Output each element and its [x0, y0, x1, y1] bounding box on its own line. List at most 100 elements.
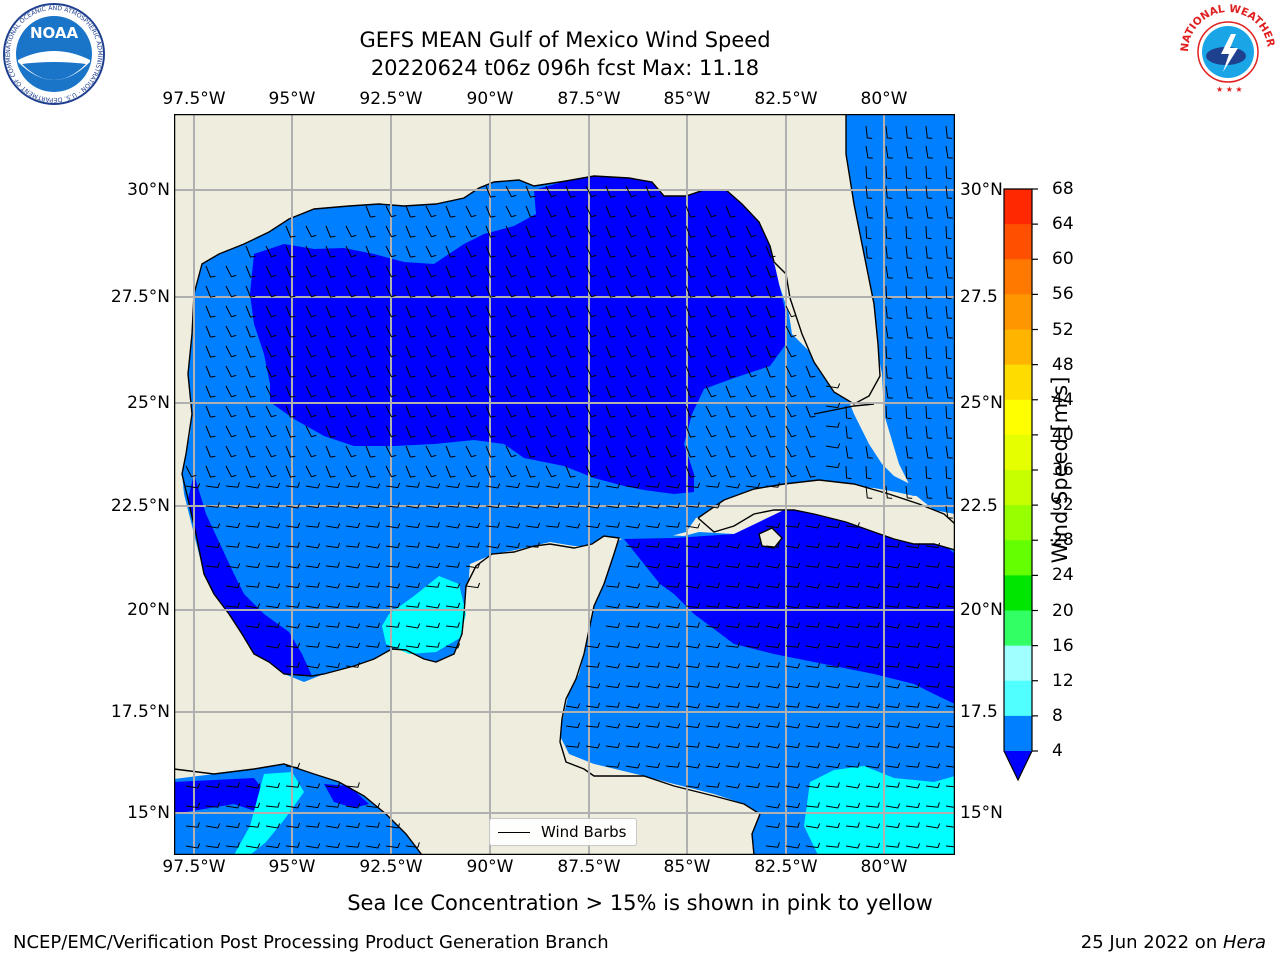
- wind-barb: [385, 602, 401, 609]
- wind-barb: [905, 822, 920, 828]
- wind-barb: [725, 603, 741, 609]
- wind-barb: [305, 802, 321, 809]
- wind-barb: [405, 225, 416, 238]
- wind-barb: [225, 265, 237, 278]
- wind-barb: [825, 782, 840, 788]
- wind-barb: [945, 205, 953, 219]
- wind-barb: [785, 305, 797, 318]
- wind-barb: [385, 345, 397, 358]
- wind-barb: [425, 365, 437, 378]
- wind-barb: [265, 602, 281, 609]
- wind-barb: [925, 265, 933, 279]
- wind-barb: [685, 425, 696, 438]
- wind-barb: [325, 802, 340, 808]
- wind-barb: [885, 305, 893, 319]
- wind-barb: [745, 763, 761, 769]
- wind-barb: [605, 205, 616, 218]
- wind-barb: [725, 245, 736, 258]
- wind-barb: [225, 803, 241, 809]
- wind-barb: [665, 682, 681, 689]
- lat-label-left: 17.5°N: [110, 702, 170, 722]
- wind-barb: [905, 742, 921, 749]
- wind-barb: [185, 843, 201, 849]
- wind-barb: [525, 325, 536, 338]
- wind-barb: [905, 345, 912, 360]
- wind-barb: [885, 225, 892, 240]
- wind-barb: [465, 445, 477, 458]
- wind-barb: [365, 285, 376, 298]
- wind-barb: [305, 622, 321, 629]
- wind-barb: [445, 405, 456, 418]
- wind-barb: [205, 502, 220, 508]
- wind-barb: [705, 782, 720, 788]
- wind-barb: [205, 542, 221, 549]
- wind-barb: [185, 822, 200, 828]
- wind-barb: [625, 643, 641, 649]
- wind-barb: [625, 523, 641, 529]
- wind-barb: [385, 405, 397, 418]
- wind-barb: [845, 405, 852, 420]
- wind-barb: [785, 843, 801, 849]
- wind-barb: [885, 623, 901, 629]
- colorbar-tick-label: 16: [1052, 635, 1074, 656]
- wind-barb: [185, 465, 197, 478]
- wind-barb: [765, 642, 781, 649]
- wind-barb: [265, 802, 280, 808]
- wind-barb: [725, 682, 741, 689]
- wind-barb: [425, 562, 441, 569]
- wind-barb: [505, 365, 517, 378]
- wind-barb: [365, 245, 376, 258]
- wind-barb: [925, 742, 940, 748]
- wind-barb: [745, 445, 757, 458]
- lat-label-left: 25°N: [127, 393, 170, 413]
- wind-barb: [685, 405, 696, 418]
- wind-barb: [925, 185, 933, 199]
- wind-barb: [425, 225, 437, 238]
- wind-barb: [285, 285, 296, 298]
- wind-barb: [705, 503, 721, 509]
- wind-barb: [545, 365, 557, 378]
- wind-barb: [805, 465, 816, 478]
- wind-barb: [525, 465, 536, 478]
- wind-barb: [325, 823, 341, 829]
- wind-barb: [285, 662, 300, 668]
- wind-barb: [265, 245, 277, 258]
- wind-barb: [725, 285, 736, 298]
- wind-barb: [425, 265, 437, 278]
- wind-barb: [745, 365, 757, 378]
- wind-barb: [205, 385, 216, 398]
- wind-barb: [605, 483, 621, 489]
- wind-barb: [585, 205, 597, 218]
- wind-barb: [285, 345, 296, 358]
- colorbar-segment: [1004, 610, 1032, 647]
- wind-barb: [365, 385, 376, 398]
- wind-barb: [285, 405, 296, 418]
- wind-barb: [285, 542, 300, 548]
- wind-barb: [305, 305, 317, 318]
- wind-barb: [945, 565, 955, 569]
- wind-barb: [905, 802, 921, 809]
- wind-barb: [325, 583, 341, 589]
- wind-barb: [465, 582, 481, 589]
- wind-barb: [745, 425, 757, 438]
- wind-barb: [745, 482, 761, 489]
- wind-barb: [265, 542, 281, 549]
- wind-barb: [545, 345, 557, 358]
- wind-barb: [905, 405, 912, 420]
- wind-barb: [505, 185, 517, 198]
- wind-barb: [485, 305, 496, 318]
- wind-barb: [625, 722, 641, 729]
- wind-barb: [305, 265, 317, 278]
- wind-barb: [585, 522, 601, 529]
- wind-barb: [945, 225, 952, 240]
- wind-barb: [905, 325, 913, 339]
- wind-barb: [425, 405, 437, 418]
- wind-barb: [565, 722, 581, 729]
- lat-label-left: 20°N: [127, 600, 170, 620]
- wind-barb: [785, 405, 797, 418]
- wind-barb: [365, 265, 376, 278]
- wind-barb: [325, 325, 336, 338]
- wind-barb: [785, 762, 800, 768]
- wind-barb: [425, 245, 437, 258]
- wind-barb-legend-swatch: [498, 832, 530, 833]
